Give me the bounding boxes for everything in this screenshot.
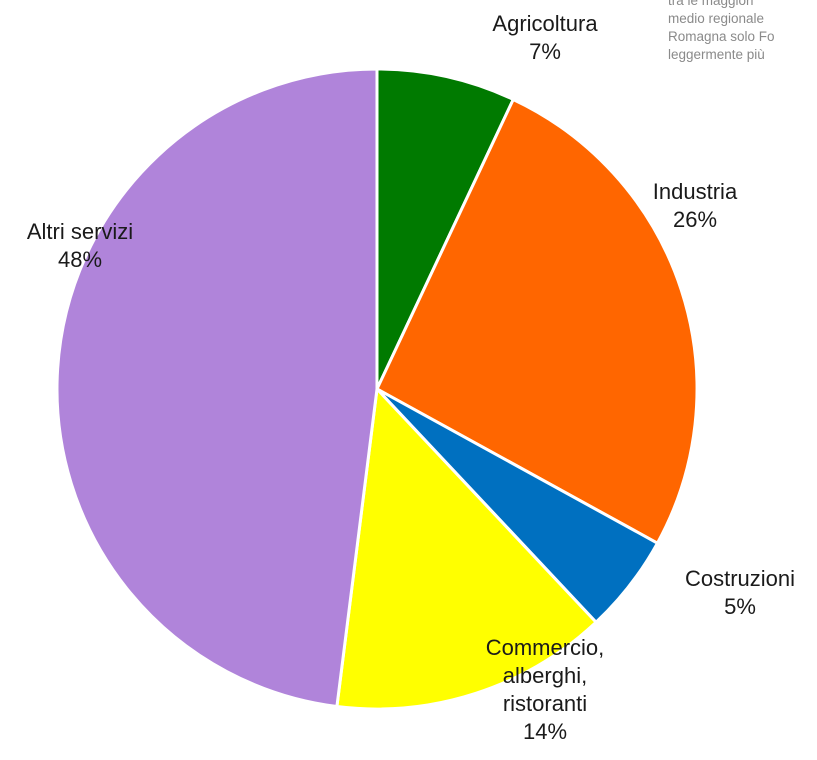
annotation-line: tra le maggiori	[668, 0, 754, 8]
annotation-line: leggermente più	[668, 47, 765, 62]
value-label: 48%	[57, 247, 103, 272]
annotation-block: tra le maggiori medio regionale Romagna so…	[668, 0, 817, 64]
annotation-line: medio regionale	[668, 11, 765, 26]
slice-label: Altri servizi 48%	[0, 218, 160, 274]
annotation-line: Romagna solo Fo	[668, 29, 775, 44]
pie-slice	[55, 67, 379, 709]
category-label: Industria	[652, 179, 738, 204]
slice-label: Commercio, alberghi, ristoranti 14%	[480, 634, 610, 746]
pie-slice	[375, 67, 516, 390]
category-label: Agricoltura	[492, 11, 598, 36]
category-label: Commercio, alberghi, ristoranti	[485, 635, 605, 716]
category-label: Costruzioni	[684, 566, 796, 591]
slice-label: Costruzioni 5%	[640, 565, 817, 621]
slice-label: Agricoltura 7%	[470, 10, 620, 66]
value-label: 14%	[522, 719, 568, 744]
value-label: 26%	[672, 207, 718, 232]
value-label: 7%	[529, 39, 561, 64]
slice-label: Industria 26%	[610, 178, 780, 234]
pie-slice	[335, 385, 599, 711]
value-label: 5%	[724, 594, 756, 619]
category-label: Altri servizi	[26, 219, 134, 244]
